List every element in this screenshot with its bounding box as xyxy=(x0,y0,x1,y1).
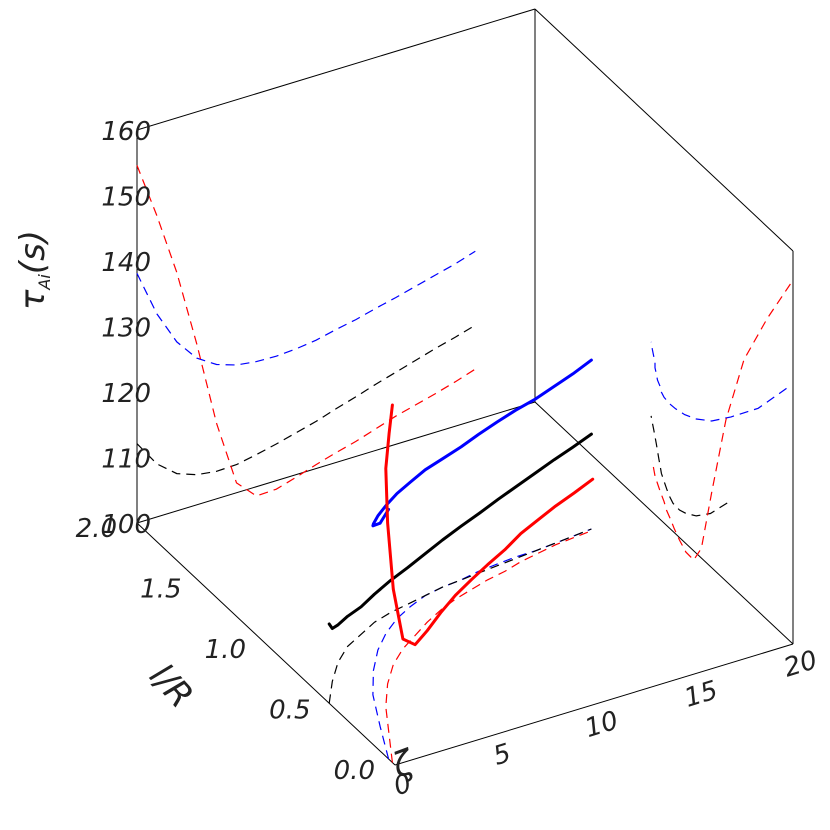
svg-text:τAi(s): τAi(s) xyxy=(13,230,54,310)
box-edge xyxy=(534,8,794,252)
series-1-floor-projection xyxy=(328,528,592,704)
series-0-floor-projection xyxy=(372,528,592,760)
z-tick-label: 140 xyxy=(101,248,151,278)
axis-box xyxy=(136,8,794,766)
tick-labels: 051015200.00.51.01.52.010011012013014015… xyxy=(76,117,821,802)
box-edge xyxy=(394,643,794,766)
box-edge xyxy=(136,522,396,766)
series-2-back-wall-projection xyxy=(136,165,476,497)
z-tick-label: 100 xyxy=(101,510,151,540)
projection-curves xyxy=(136,165,791,763)
z-axis-subscript: Ai xyxy=(35,274,54,291)
z-axis-label: τAi(s) xyxy=(13,230,54,310)
z-axis-unit: (s) xyxy=(13,230,53,274)
z-tick-label: 160 xyxy=(101,117,151,147)
series-0-back-wall-projection xyxy=(136,250,476,366)
y-tick-label: 1.0 xyxy=(205,635,246,665)
y-axis-label: l/R xyxy=(141,656,201,716)
y-tick-label: 1.5 xyxy=(140,575,181,605)
box-edge xyxy=(136,8,536,131)
z-tick-label: 110 xyxy=(101,445,151,475)
x-tick-label: 20 xyxy=(780,645,820,683)
box-edge xyxy=(136,401,536,524)
series-1-side-wall-projection xyxy=(650,415,728,517)
data-curves xyxy=(327,358,595,647)
x-tick-label: 10 xyxy=(581,706,621,744)
series-1-back-wall-projection xyxy=(136,324,476,476)
x-tick-label: 5 xyxy=(490,738,515,772)
y-tick-label: 2.0 xyxy=(76,514,117,544)
x-tick-label: 15 xyxy=(681,675,721,713)
box-edge xyxy=(534,401,794,645)
z-tick-label: 150 xyxy=(101,183,151,213)
series-2-side-wall-projection xyxy=(651,283,791,561)
y-tick-label: 0.5 xyxy=(269,696,310,726)
z-axis-symbol: τ xyxy=(13,289,53,310)
series-0-line xyxy=(371,358,593,528)
z-tick-label: 120 xyxy=(101,379,151,409)
y-tick-label: 0.0 xyxy=(334,756,375,786)
series-2-line xyxy=(384,403,595,647)
series-1-line xyxy=(327,432,593,630)
series-0-side-wall-projection xyxy=(650,341,787,422)
z-tick-label: 130 xyxy=(101,314,151,344)
